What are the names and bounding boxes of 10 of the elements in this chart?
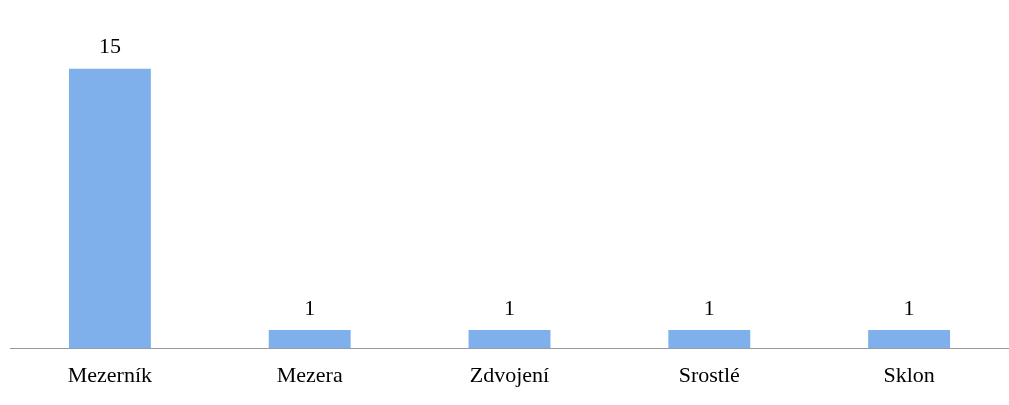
x-tick-label: Zdvojení: [469, 361, 550, 387]
data-label: 1: [903, 294, 915, 320]
data-label: 1: [304, 294, 316, 320]
x-tick-label: Sklon: [883, 361, 935, 387]
x-tick-label: Mezera: [276, 361, 343, 387]
x-tick-label: Mezerník: [67, 361, 153, 387]
data-label: 1: [504, 294, 515, 320]
data-label: 15: [98, 33, 121, 59]
x-tick-label: Srostlé: [678, 361, 740, 387]
data-label: 1: [703, 294, 715, 320]
